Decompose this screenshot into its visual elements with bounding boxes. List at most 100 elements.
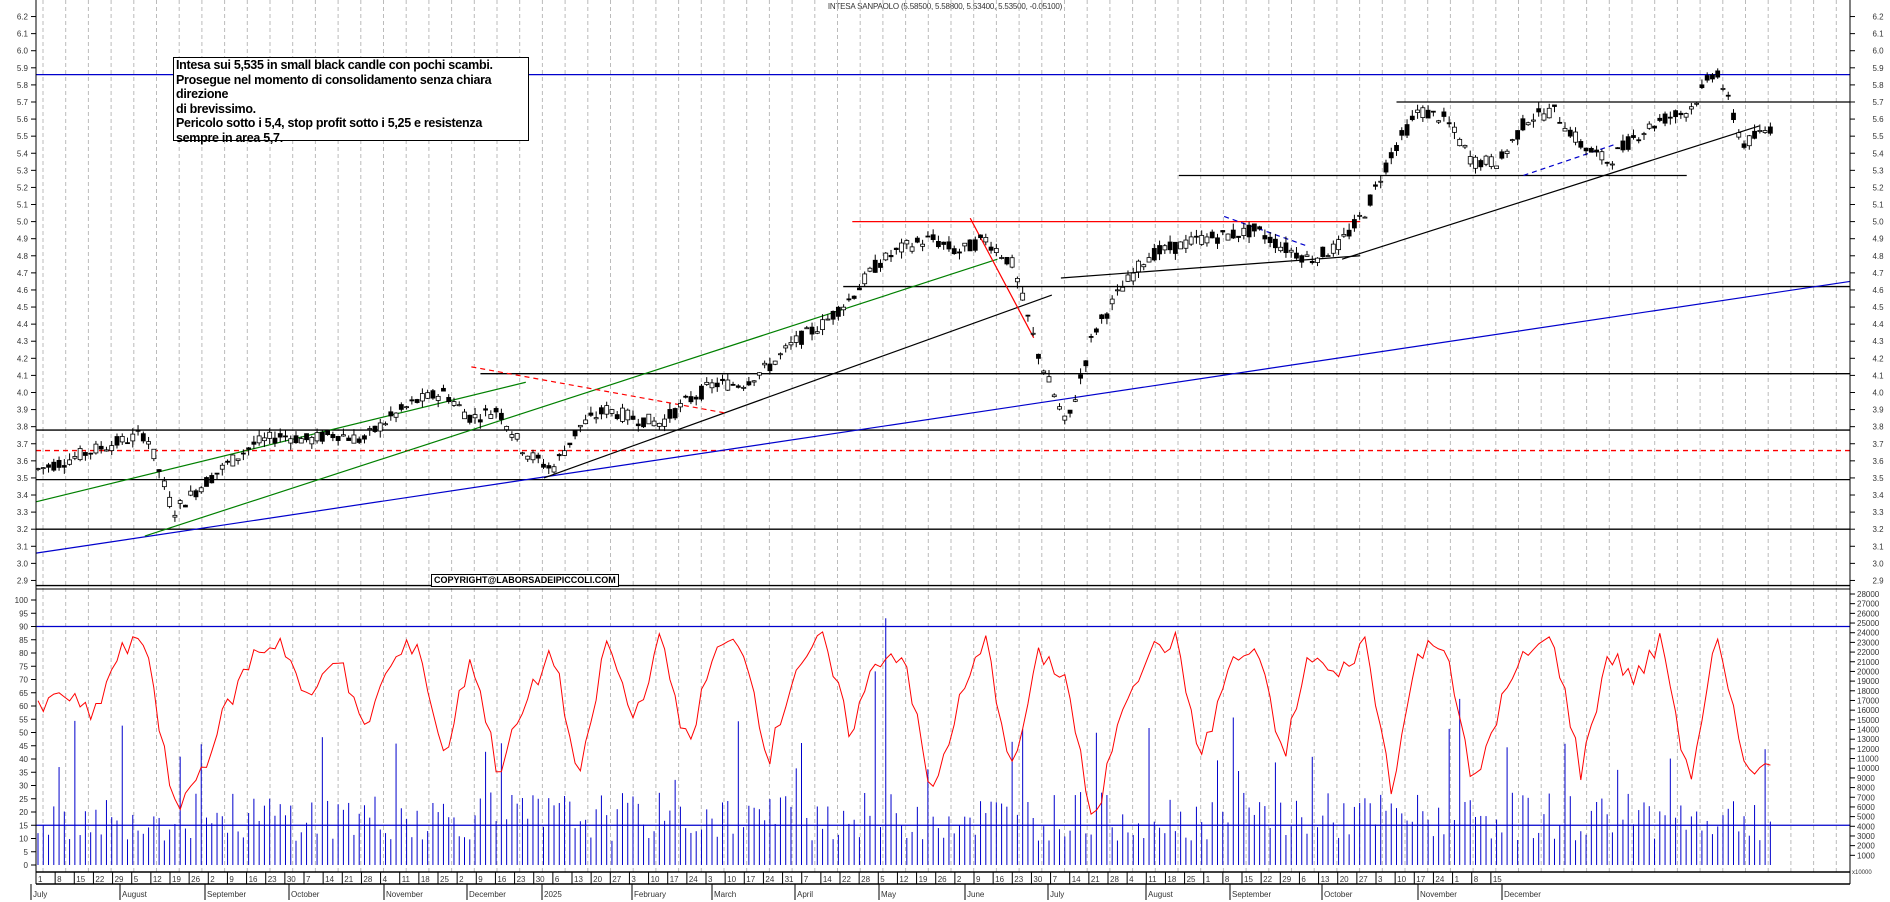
svg-text:30: 30 bbox=[287, 875, 296, 884]
svg-text:19: 19 bbox=[172, 875, 181, 884]
price-axis-right: 2.9 3.0 3.1 3.2 3.3 3.4 3.5 3.6 3.7 3.8 3.9 4.0 4.1 4… bbox=[1850, 13, 1884, 585]
volume-axis: 1000200030004000500060007000800090001000… bbox=[1850, 590, 1880, 876]
svg-text:17: 17 bbox=[670, 875, 679, 884]
svg-text:4.7: 4.7 bbox=[17, 269, 29, 278]
svg-text:30: 30 bbox=[19, 782, 28, 791]
svg-text:28: 28 bbox=[1110, 875, 1119, 884]
svg-text:5.0: 5.0 bbox=[17, 218, 29, 227]
svg-text:4000: 4000 bbox=[1857, 822, 1875, 831]
svg-text:3.6: 3.6 bbox=[1872, 457, 1884, 466]
svg-text:5.1: 5.1 bbox=[17, 201, 29, 210]
svg-text:22: 22 bbox=[95, 875, 104, 884]
svg-text:15000: 15000 bbox=[1857, 716, 1880, 725]
svg-text:3: 3 bbox=[631, 875, 636, 884]
svg-text:18000: 18000 bbox=[1857, 687, 1880, 696]
svg-text:11: 11 bbox=[1148, 875, 1157, 884]
oscillator-axis: 0 5 10 15 20 25 30 35 40 45 50 55 60 65 70 75 80 85 90 95 10… bbox=[15, 588, 1850, 870]
svg-text:55: 55 bbox=[19, 715, 28, 724]
svg-text:3.8: 3.8 bbox=[17, 423, 29, 432]
svg-text:26: 26 bbox=[938, 875, 947, 884]
svg-text:23: 23 bbox=[268, 875, 277, 884]
svg-text:40: 40 bbox=[19, 755, 28, 764]
svg-text:5: 5 bbox=[134, 875, 139, 884]
svg-text:22: 22 bbox=[842, 875, 851, 884]
svg-text:16000: 16000 bbox=[1857, 706, 1880, 715]
svg-text:4.1: 4.1 bbox=[17, 371, 29, 380]
svg-text:28000: 28000 bbox=[1857, 590, 1880, 599]
svg-text:5.8: 5.8 bbox=[17, 81, 29, 90]
svg-text:5.0: 5.0 bbox=[1872, 218, 1884, 227]
trendlines bbox=[35, 125, 1851, 554]
svg-text:2.9: 2.9 bbox=[17, 576, 29, 585]
svg-text:95: 95 bbox=[19, 609, 28, 618]
svg-text:4.6: 4.6 bbox=[17, 286, 29, 295]
svg-text:3.5: 3.5 bbox=[17, 474, 29, 483]
svg-text:23: 23 bbox=[517, 875, 526, 884]
svg-text:28: 28 bbox=[861, 875, 870, 884]
svg-text:3: 3 bbox=[708, 875, 713, 884]
svg-text:September: September bbox=[1232, 890, 1271, 899]
volume-bars bbox=[37, 618, 1771, 865]
svg-text:February: February bbox=[634, 890, 666, 899]
svg-text:3.1: 3.1 bbox=[1872, 542, 1884, 551]
svg-text:July: July bbox=[1050, 890, 1064, 899]
svg-text:20000: 20000 bbox=[1857, 667, 1880, 676]
oscillator-line bbox=[37, 630, 1771, 815]
svg-text:3.4: 3.4 bbox=[17, 491, 29, 500]
svg-text:23: 23 bbox=[1014, 875, 1023, 884]
svg-text:85: 85 bbox=[19, 636, 28, 645]
svg-text:4.3: 4.3 bbox=[17, 337, 29, 346]
svg-text:1: 1 bbox=[1455, 875, 1460, 884]
svg-text:15: 15 bbox=[19, 821, 28, 830]
svg-text:August: August bbox=[122, 890, 148, 899]
svg-text:30: 30 bbox=[536, 875, 545, 884]
svg-text:5.1: 5.1 bbox=[1872, 201, 1884, 210]
svg-text:2: 2 bbox=[210, 875, 215, 884]
svg-text:7: 7 bbox=[1053, 875, 1058, 884]
svg-text:26000: 26000 bbox=[1857, 609, 1880, 618]
svg-text:16: 16 bbox=[249, 875, 258, 884]
svg-text:25: 25 bbox=[1187, 875, 1196, 884]
svg-text:21000: 21000 bbox=[1857, 658, 1880, 667]
svg-text:3.9: 3.9 bbox=[17, 406, 29, 415]
svg-text:90: 90 bbox=[19, 623, 28, 632]
svg-text:21: 21 bbox=[1091, 875, 1100, 884]
svg-text:24: 24 bbox=[689, 875, 698, 884]
svg-text:13: 13 bbox=[574, 875, 583, 884]
svg-text:11: 11 bbox=[402, 875, 411, 884]
svg-text:x10000: x10000 bbox=[1852, 870, 1872, 876]
svg-text:5.9: 5.9 bbox=[1872, 64, 1884, 73]
svg-text:December: December bbox=[469, 890, 506, 899]
horizontal-levels bbox=[36, 73, 1850, 587]
svg-text:27: 27 bbox=[1359, 875, 1368, 884]
svg-text:10: 10 bbox=[727, 875, 736, 884]
svg-text:3.7: 3.7 bbox=[1872, 440, 1884, 449]
svg-text:18: 18 bbox=[421, 875, 430, 884]
svg-text:3.6: 3.6 bbox=[17, 457, 29, 466]
svg-text:26: 26 bbox=[191, 875, 200, 884]
svg-text:May: May bbox=[881, 890, 896, 899]
svg-text:25000: 25000 bbox=[1857, 619, 1880, 628]
svg-text:27000: 27000 bbox=[1857, 600, 1880, 609]
svg-text:5: 5 bbox=[880, 875, 885, 884]
svg-text:4.4: 4.4 bbox=[17, 320, 29, 329]
svg-text:15: 15 bbox=[1244, 875, 1253, 884]
svg-text:1: 1 bbox=[1206, 875, 1211, 884]
svg-text:8: 8 bbox=[1474, 875, 1479, 884]
svg-text:20: 20 bbox=[19, 808, 28, 817]
svg-text:June: June bbox=[967, 890, 985, 899]
svg-text:25: 25 bbox=[440, 875, 449, 884]
svg-text:14: 14 bbox=[1072, 875, 1081, 884]
svg-text:70: 70 bbox=[19, 676, 28, 685]
svg-text:22: 22 bbox=[1263, 875, 1272, 884]
svg-text:24: 24 bbox=[765, 875, 774, 884]
svg-text:6000: 6000 bbox=[1857, 803, 1875, 812]
svg-text:3.7: 3.7 bbox=[17, 440, 29, 449]
date-axis: 1 8 15 22 29 5 12 19 26 2 9 16 23 30 7 14 21 28 4 11 18 25 2 9 1… bbox=[30, 871, 1850, 900]
candlesticks bbox=[35, 68, 1773, 522]
svg-text:6: 6 bbox=[555, 875, 560, 884]
svg-text:9: 9 bbox=[229, 875, 234, 884]
svg-text:23000: 23000 bbox=[1857, 638, 1880, 647]
svg-text:5.9: 5.9 bbox=[17, 64, 29, 73]
svg-text:5.3: 5.3 bbox=[17, 166, 29, 175]
